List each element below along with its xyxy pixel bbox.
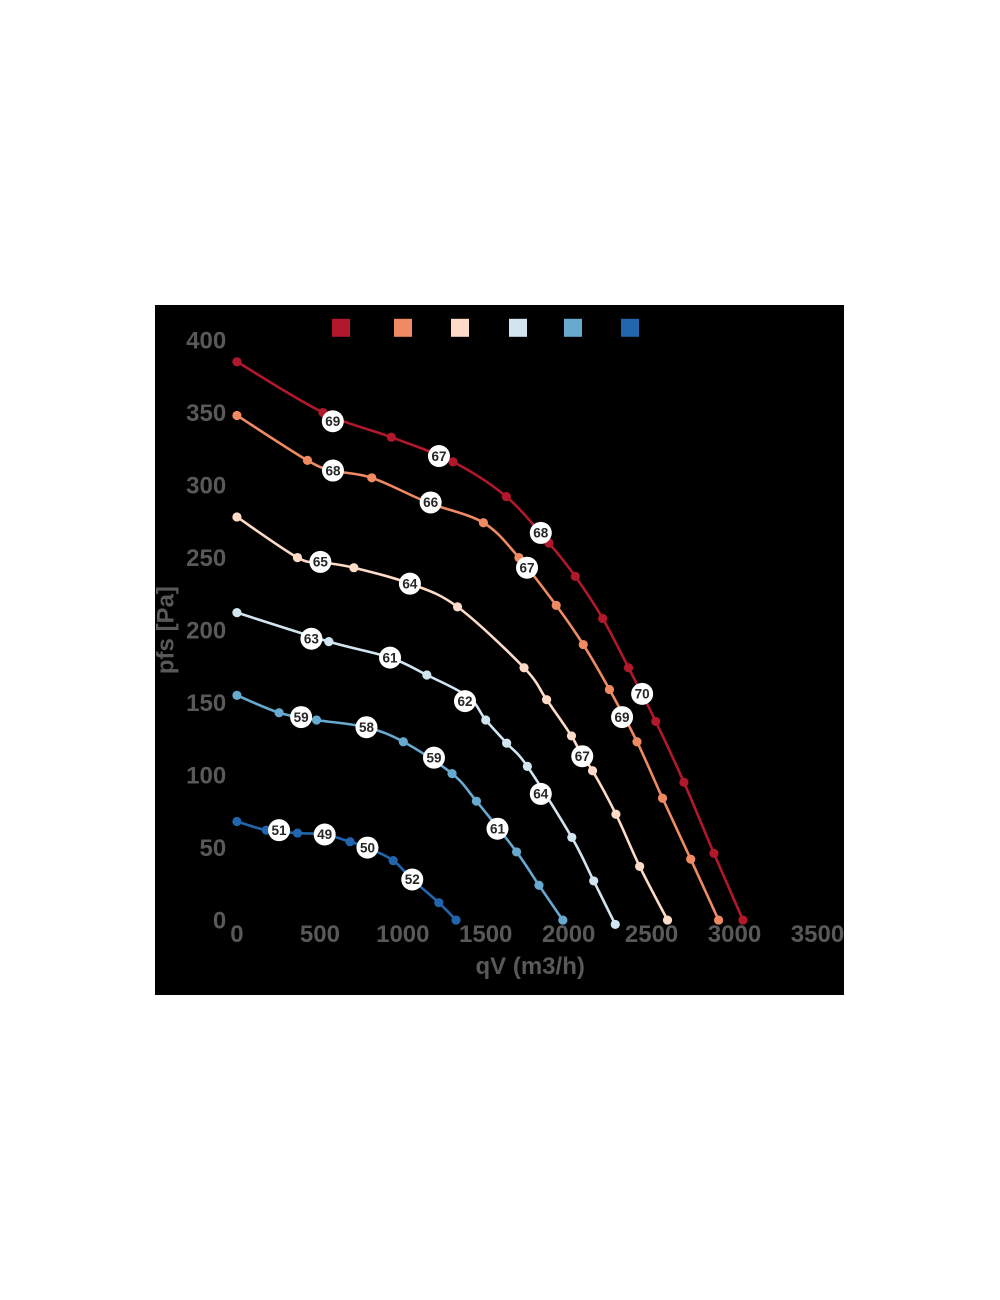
svg-text:58: 58 xyxy=(359,720,375,735)
svg-text:0: 0 xyxy=(213,908,226,935)
svg-text:200: 200 xyxy=(186,618,226,645)
svg-text:52: 52 xyxy=(405,872,420,887)
svg-text:49: 49 xyxy=(317,827,332,842)
svg-text:68: 68 xyxy=(533,526,549,541)
svg-text:50: 50 xyxy=(360,840,375,855)
svg-text:250: 250 xyxy=(186,545,226,572)
svg-text:0: 0 xyxy=(230,921,243,948)
svg-text:500: 500 xyxy=(300,921,340,948)
svg-text:64: 64 xyxy=(533,787,549,802)
svg-text:3000: 3000 xyxy=(708,921,761,948)
svg-text:67: 67 xyxy=(575,749,590,764)
svg-text:pfs [Pa]: pfs [Pa] xyxy=(155,586,180,674)
svg-text:67: 67 xyxy=(520,560,535,575)
svg-text:61: 61 xyxy=(490,821,506,836)
svg-text:69: 69 xyxy=(325,414,340,429)
svg-text:68: 68 xyxy=(325,463,341,478)
svg-text:350: 350 xyxy=(186,400,226,427)
svg-text:1000: 1000 xyxy=(376,921,429,948)
svg-text:59: 59 xyxy=(426,750,441,765)
svg-text:64: 64 xyxy=(402,576,418,591)
svg-text:3500: 3500 xyxy=(791,921,844,948)
svg-text:67: 67 xyxy=(431,449,446,464)
svg-text:1500: 1500 xyxy=(459,921,512,948)
svg-text:50: 50 xyxy=(199,835,226,862)
svg-text:150: 150 xyxy=(186,690,226,717)
svg-text:59: 59 xyxy=(294,710,309,725)
svg-text:62: 62 xyxy=(457,694,472,709)
svg-text:2000: 2000 xyxy=(542,921,595,948)
svg-text:65: 65 xyxy=(313,555,329,570)
svg-text:51: 51 xyxy=(272,823,288,838)
svg-text:100: 100 xyxy=(186,763,226,790)
svg-text:63: 63 xyxy=(304,631,320,646)
svg-text:qV (m3/h): qV (m3/h) xyxy=(476,953,585,980)
svg-text:2500: 2500 xyxy=(625,921,678,948)
svg-text:66: 66 xyxy=(423,495,439,510)
svg-text:300: 300 xyxy=(186,473,226,500)
svg-text:70: 70 xyxy=(635,687,650,702)
svg-text:61: 61 xyxy=(383,650,399,665)
svg-text:69: 69 xyxy=(615,710,630,725)
svg-text:400: 400 xyxy=(186,327,226,354)
